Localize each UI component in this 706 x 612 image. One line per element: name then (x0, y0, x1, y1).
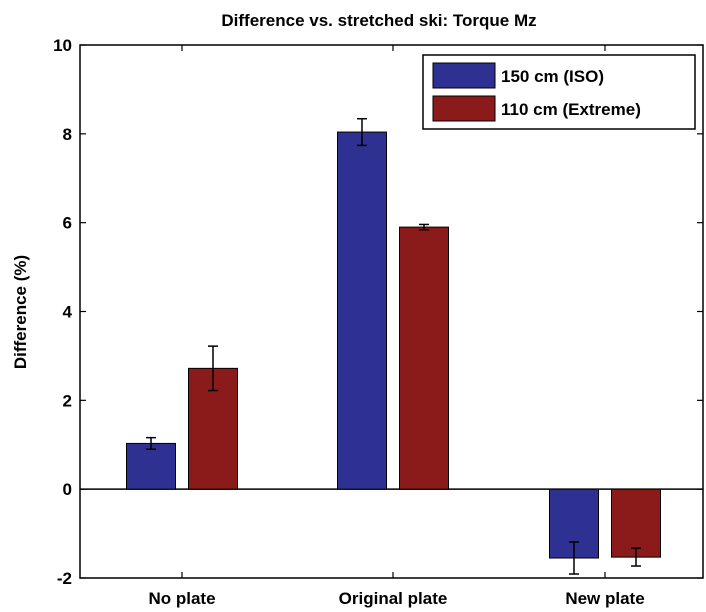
legend: 150 cm (ISO) 110 cm (Extreme) (422, 54, 696, 130)
legend-label: 150 cm (ISO) (501, 67, 604, 86)
bar-series-1 (549, 488, 599, 559)
bar-series-1 (337, 131, 387, 490)
legend-swatch (432, 95, 496, 122)
x-tick-label: No plate (148, 589, 215, 608)
y-tick-label: 8 (63, 125, 72, 144)
y-tick-label: 2 (63, 391, 72, 410)
chart-title: Difference vs. stretched ski: Torque Mz (221, 11, 536, 30)
legend-swatch (432, 62, 496, 89)
y-tick-label: -2 (57, 569, 72, 588)
y-tick-label: 4 (63, 303, 73, 322)
x-tick-label: Original plate (339, 589, 448, 608)
bar-series-1 (126, 442, 176, 490)
y-tick-label: 0 (63, 480, 72, 499)
y-axis-label: Difference (%) (11, 255, 30, 369)
bar-series-2 (611, 488, 661, 558)
y-tick-label: 10 (53, 36, 72, 55)
bar-series-2 (399, 226, 449, 490)
plot-area: -2 0 2 4 6 8 10 No plate Original plate New plate (53, 36, 704, 608)
y-tick-label: 6 (63, 214, 72, 233)
x-tick-label: New plate (565, 589, 644, 608)
legend-label: 110 cm (Extreme) (501, 100, 641, 119)
